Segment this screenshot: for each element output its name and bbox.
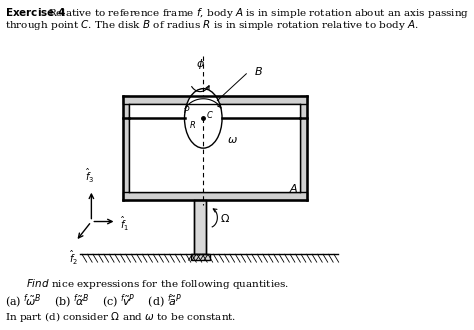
- Text: $\Omega$: $\Omega$: [220, 212, 230, 223]
- Text: $\hat{f}_3$: $\hat{f}_3$: [85, 167, 94, 185]
- Text: $R$: $R$: [189, 119, 196, 130]
- Bar: [301, 96, 307, 200]
- Text: through point $C$. The disk $B$ of radius $R$ is in simple rotation relative to : through point $C$. The disk $B$ of radiu…: [5, 18, 419, 32]
- Bar: [123, 192, 307, 200]
- Bar: [123, 96, 129, 200]
- Text: $\phi$: $\phi$: [196, 57, 205, 71]
- Ellipse shape: [184, 89, 222, 148]
- Text: $C$: $C$: [206, 109, 213, 120]
- Text: $\mathbf{Exercise\ 4}$: $\mathbf{Exercise\ 4}$: [5, 6, 66, 18]
- Text: $\hat{f}_2$: $\hat{f}_2$: [69, 249, 78, 267]
- Text: $A$: $A$: [289, 182, 299, 194]
- Text: $\mathit{Find}$ nice expressions for the following quantities.: $\mathit{Find}$ nice expressions for the…: [27, 277, 290, 291]
- Text: $P$: $P$: [183, 104, 191, 115]
- Bar: [129, 104, 301, 192]
- Text: $\hat{f}_1$: $\hat{f}_1$: [120, 214, 129, 233]
- Bar: [191, 254, 210, 260]
- Text: $\omega$: $\omega$: [227, 135, 237, 145]
- Text: Relative to reference frame $f$, body $A$ is in simple rotation about an axis pa: Relative to reference frame $f$, body $A…: [48, 6, 469, 20]
- Text: In part (d) consider $\Omega$ and $\omega$ to be constant.: In part (d) consider $\Omega$ and $\omeg…: [5, 310, 237, 324]
- Bar: [194, 200, 206, 254]
- Bar: [123, 96, 307, 104]
- Text: (a) $^f\!\tilde{\omega}^B$    (b) $^f\!\tilde{\alpha}^B$    (c) $^f\!\tilde{v}^P: (a) $^f\!\tilde{\omega}^B$ (b) $^f\!\til…: [5, 293, 182, 311]
- Text: $B$: $B$: [254, 65, 263, 77]
